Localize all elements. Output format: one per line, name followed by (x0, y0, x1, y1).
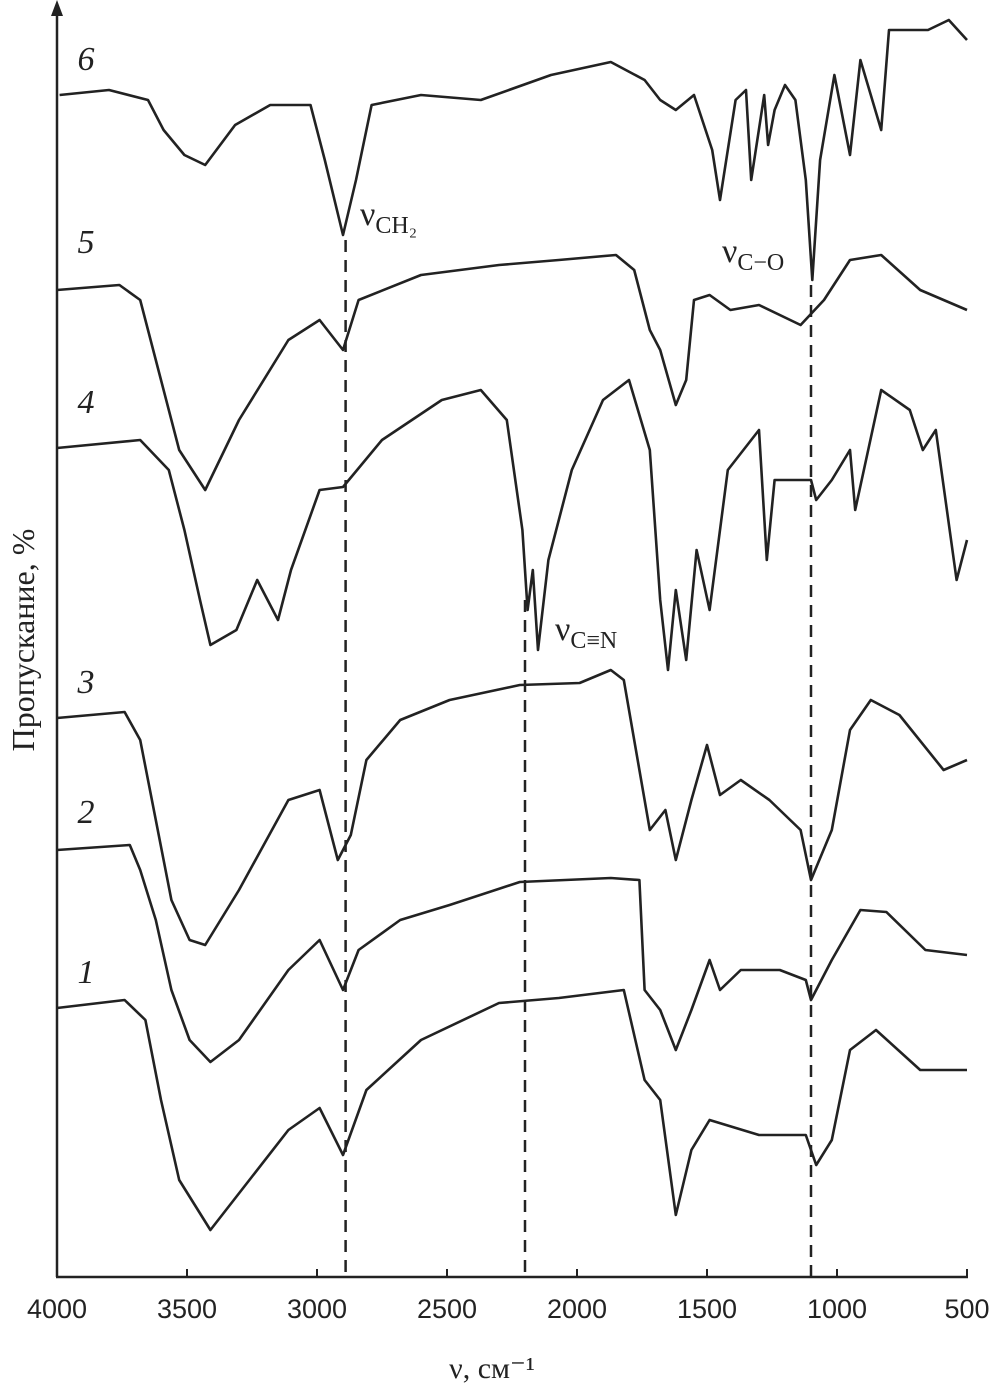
x-tick-label: 3000 (287, 1294, 347, 1324)
curve-label: 4 (78, 384, 95, 421)
curve-label: 5 (78, 224, 95, 261)
y-axis-arrow (51, 0, 63, 16)
annotation-symbol: ν (722, 233, 737, 270)
annotation-subscript: C−O (737, 250, 784, 276)
curve-label: 3 (77, 664, 95, 701)
curve-label: 6 (78, 41, 95, 78)
annotation: νCH₂ (360, 196, 417, 239)
x-axis-label: ν, см⁻¹ (449, 1352, 535, 1385)
x-tick-label: 2000 (547, 1294, 607, 1324)
spectrum-line (56, 253, 968, 492)
annotation-subscript: C≡N (570, 628, 617, 654)
x-tick-label: 3500 (157, 1294, 217, 1324)
spectrum-line (56, 988, 967, 1232)
annotation-symbol: ν (555, 611, 570, 648)
curve-label: 1 (78, 954, 95, 991)
spectrum-line (59, 18, 968, 282)
spectrum-line (56, 378, 969, 672)
spectrum-line (56, 843, 968, 1064)
x-tick-label: 1000 (807, 1294, 867, 1324)
spectrum-line (56, 668, 968, 947)
x-tick-label: 2500 (417, 1294, 477, 1324)
x-tick-label: 1500 (677, 1294, 737, 1324)
annotation-symbol: ν (360, 196, 375, 233)
x-tick-label: 500 (944, 1294, 989, 1324)
annotation: νC−O (722, 233, 784, 276)
curve-label: 2 (78, 794, 95, 831)
annotation-subscript: CH₂ (375, 213, 417, 239)
x-tick-label: 4000 (27, 1294, 87, 1324)
y-axis-label: Пропускание, % (5, 529, 41, 752)
annotation: νC≡N (555, 611, 617, 654)
